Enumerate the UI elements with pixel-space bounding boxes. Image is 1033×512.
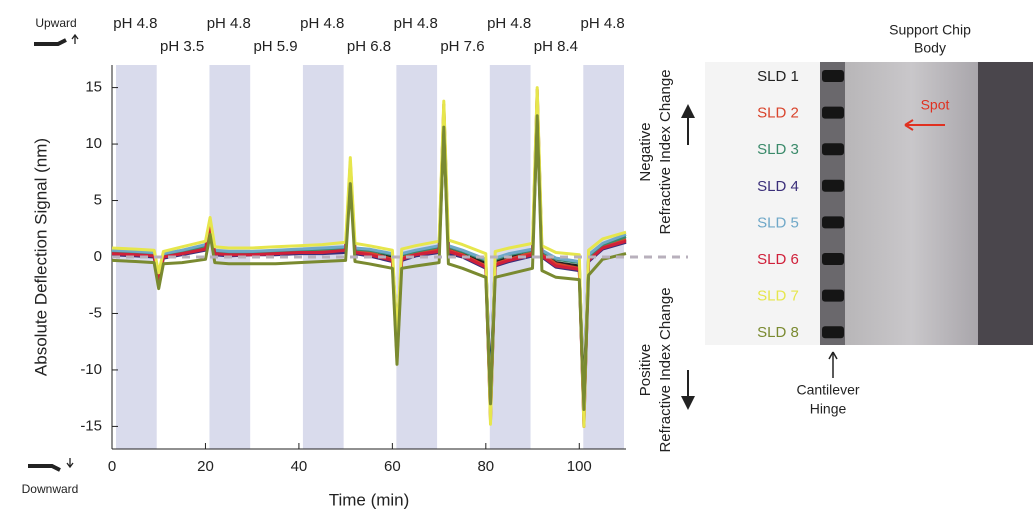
ph-label: pH 7.6: [440, 38, 484, 55]
image-left-area: [705, 62, 820, 345]
x-tick-label: 100: [567, 458, 592, 475]
tooth: [822, 289, 844, 302]
spot-arrow-head: [904, 119, 914, 131]
y-tick-label: -10: [80, 361, 102, 378]
y-tick-label: 10: [85, 135, 102, 152]
downward-label: Downward: [22, 482, 79, 496]
legend-entry: SLD 2: [757, 105, 799, 122]
down-arrow-head: [681, 396, 695, 410]
ph-label: pH 4.8: [394, 15, 438, 32]
ph-label: pH 4.8: [581, 15, 625, 32]
ph-label: pH 4.8: [113, 15, 157, 32]
ph-label: pH 4.8: [487, 15, 531, 32]
side-label: Positive: [637, 344, 654, 397]
ph-label: pH 4.8: [300, 15, 344, 32]
spot-label: Spot: [921, 97, 950, 113]
x-tick-label: 80: [477, 458, 494, 475]
x-tick-label: 40: [291, 458, 308, 475]
ph-label: pH 8.4: [534, 38, 578, 55]
tooth: [822, 106, 844, 119]
tooth: [822, 70, 844, 82]
upward-arrow: [71, 33, 79, 44]
hinge-arrow-head: [828, 351, 838, 360]
cantilever-edge: [820, 62, 845, 345]
tooth: [822, 179, 844, 192]
y-tick-label: -15: [80, 417, 102, 434]
downward-icon: [28, 464, 61, 472]
y-tick-label: 15: [85, 79, 102, 96]
plot: pH 4.8pH 3.5pH 4.8pH 5.9pH 4.8pH 6.8pH 4…: [31, 15, 798, 510]
tooth: [822, 326, 844, 339]
legend-entry: SLD 4: [757, 178, 799, 195]
cantilever-teeth: [822, 70, 844, 339]
side-label: Refractive Index Change: [657, 287, 674, 452]
x-tick-label: 0: [108, 458, 116, 475]
legend-entry: SLD 7: [757, 288, 799, 305]
legend-entry: SLD 5: [757, 214, 799, 231]
chip-label: Support Chip: [889, 22, 971, 38]
side-label: Negative: [637, 122, 654, 181]
legend-entry: SLD 6: [757, 251, 799, 268]
tooth: [822, 253, 844, 265]
hinge-label: Cantilever: [796, 382, 859, 398]
chip-body: [978, 62, 1033, 345]
legend-entry: SLD 3: [757, 141, 799, 158]
tooth: [822, 143, 844, 156]
legend-entry: SLD 8: [757, 324, 799, 341]
hinge-label: Hinge: [810, 401, 847, 417]
y-tick-label: 5: [94, 191, 102, 208]
x-tick-label: 60: [384, 458, 401, 475]
tooth: [822, 216, 844, 229]
y-tick-label: 0: [94, 248, 102, 265]
ph-label: pH 5.9: [253, 38, 297, 55]
legend-entry: SLD 1: [757, 68, 799, 85]
ph-label: pH 6.8: [347, 38, 391, 55]
y-axis-label: Absolute Deflection Signal (nm): [31, 138, 50, 376]
x-tick-label: 20: [197, 458, 214, 475]
cantilever-area: [845, 62, 978, 345]
y-tick-label: -5: [89, 304, 102, 321]
upward-label: Upward: [35, 16, 76, 30]
downward-arrow: [66, 458, 74, 469]
chip-label: Body: [914, 40, 946, 56]
upward-icon: [34, 38, 67, 46]
x-axis-label: Time (min): [329, 490, 410, 509]
ph-label: pH 3.5: [160, 38, 204, 55]
series-line: [111, 114, 627, 411]
up-arrow-head: [681, 104, 695, 118]
side-label: Refractive Index Change: [657, 69, 674, 234]
ph-label: pH 4.8: [207, 15, 251, 32]
